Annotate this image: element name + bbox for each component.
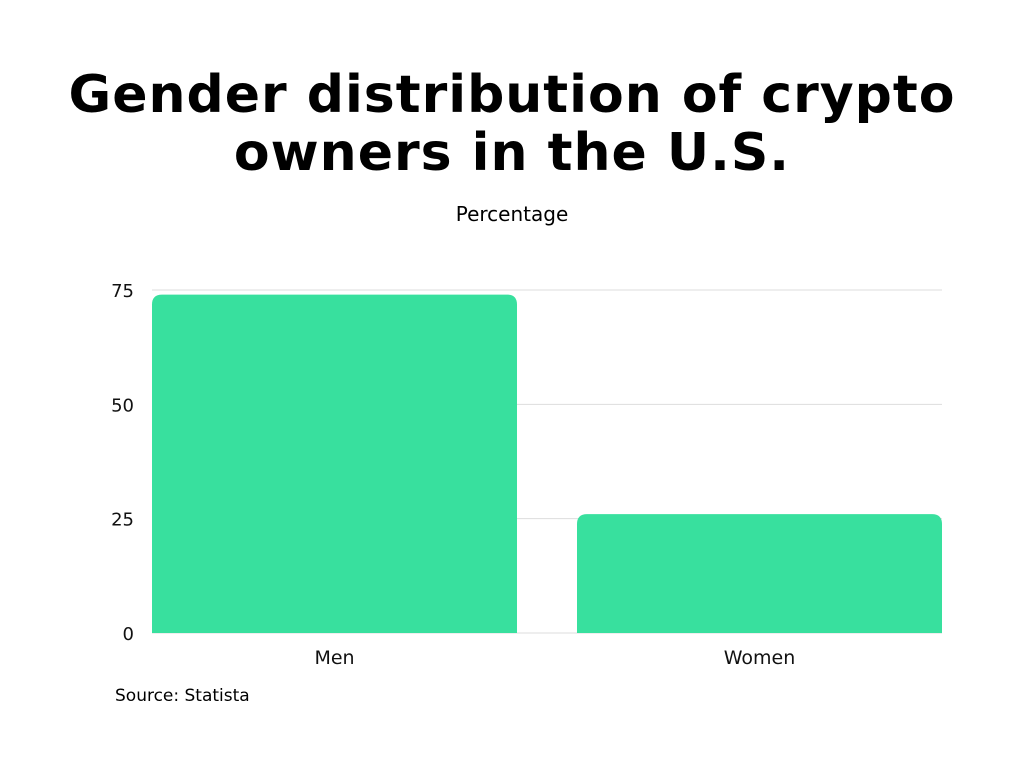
y-tick-label: 25 — [111, 510, 134, 531]
source-note: Source: Statista — [115, 686, 250, 706]
y-tick-label: 75 — [111, 281, 134, 302]
y-tick-label: 0 — [123, 624, 134, 645]
x-tick-label: Women — [724, 647, 796, 669]
chart-title: Gender distribution of crypto owners in … — [68, 65, 956, 183]
y-tick-label: 50 — [111, 395, 134, 416]
chart-subtitle: Percentage — [455, 202, 569, 226]
x-tick-label: Men — [314, 647, 354, 669]
bar-women — [577, 514, 942, 633]
bar-men — [152, 294, 517, 633]
